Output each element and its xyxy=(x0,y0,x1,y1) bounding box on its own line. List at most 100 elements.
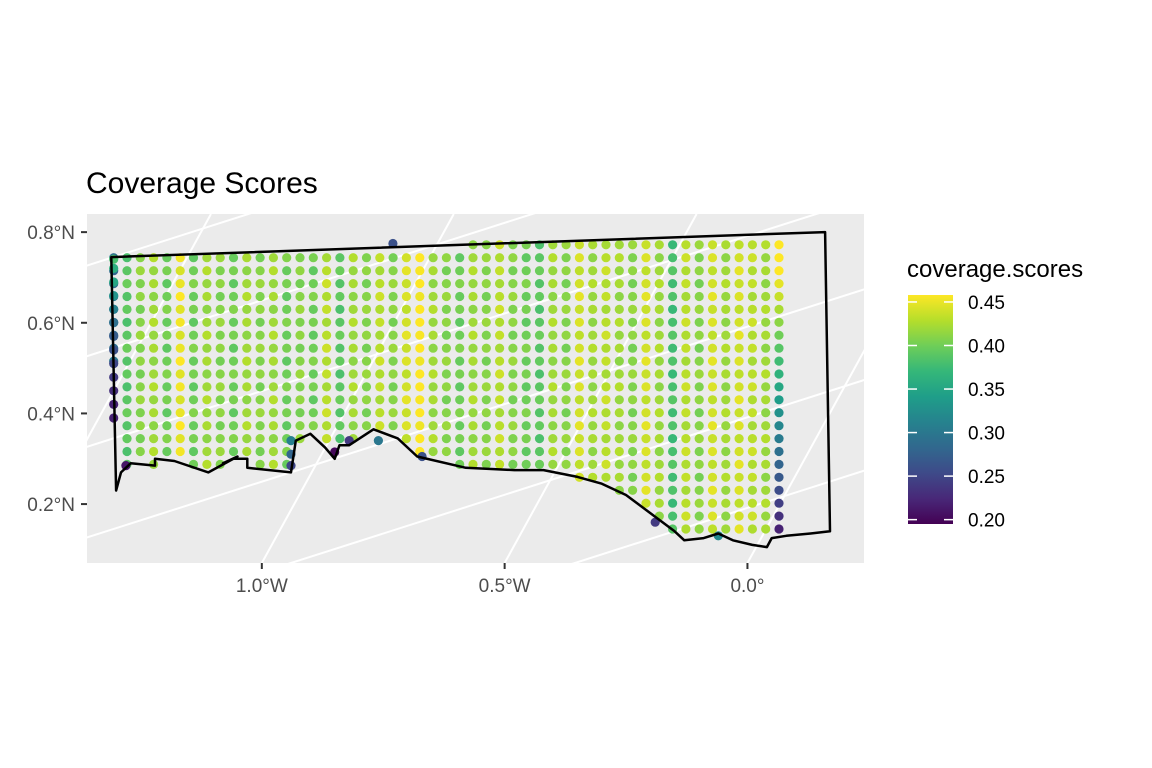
coverage-point xyxy=(415,395,425,405)
coverage-point xyxy=(668,266,678,276)
coverage-point xyxy=(668,253,678,263)
coverage-point xyxy=(561,266,571,276)
coverage-point xyxy=(348,279,358,289)
coverage-point xyxy=(202,434,212,444)
coverage-point xyxy=(707,459,718,469)
coverage-point xyxy=(534,291,545,302)
coverage-point xyxy=(215,382,225,392)
coverage-point xyxy=(415,382,425,392)
coverage-point xyxy=(761,498,771,508)
coverage-point xyxy=(681,330,691,340)
coverage-point xyxy=(441,266,451,276)
coverage-point xyxy=(641,382,651,392)
coverage-point xyxy=(548,279,558,289)
coverage-point xyxy=(628,408,638,418)
coverage-point xyxy=(428,279,438,289)
coverage-point xyxy=(495,446,505,457)
coverage-point xyxy=(335,266,345,276)
coverage-point xyxy=(707,291,718,302)
coverage-point xyxy=(388,279,398,289)
coverage-point xyxy=(481,459,491,469)
coverage-point xyxy=(761,304,771,314)
coverage-point xyxy=(747,304,758,314)
coverage-point xyxy=(468,446,478,457)
coverage-point xyxy=(707,485,718,495)
coverage-point xyxy=(109,304,119,314)
coverage-point xyxy=(628,421,638,431)
legend-break-label: 0.25 xyxy=(968,467,1005,488)
coverage-point xyxy=(415,330,425,340)
coverage-point xyxy=(268,446,278,457)
coverage-point xyxy=(109,277,119,287)
coverage-point xyxy=(668,395,678,405)
coverage-point xyxy=(401,421,411,431)
coverage-point xyxy=(747,279,758,289)
coverage-point xyxy=(228,382,239,392)
coverage-point xyxy=(361,369,372,379)
coverage-point xyxy=(322,356,332,366)
coverage-point xyxy=(668,472,678,482)
coverage-point xyxy=(628,279,638,289)
coverage-point xyxy=(574,266,585,276)
coverage-point xyxy=(361,408,372,418)
coverage-point xyxy=(428,291,438,302)
coverage-point xyxy=(521,343,531,353)
coverage-point xyxy=(601,279,611,289)
coverage-point xyxy=(747,459,758,469)
coverage-point xyxy=(388,304,398,314)
coverage-point xyxy=(242,266,252,276)
coverage-point xyxy=(668,421,678,431)
coverage-point xyxy=(361,304,372,314)
coverage-point xyxy=(242,421,252,431)
coverage-point xyxy=(149,330,159,340)
coverage-point xyxy=(215,266,225,276)
coverage-point xyxy=(149,421,159,431)
coverage-point xyxy=(295,395,305,405)
coverage-point xyxy=(335,279,345,289)
coverage-point xyxy=(534,356,545,366)
coverage-point xyxy=(774,291,784,302)
coverage-point xyxy=(401,291,411,302)
coverage-point xyxy=(707,330,718,340)
coverage-point xyxy=(481,382,491,392)
coverage-point xyxy=(508,446,518,457)
coverage-point xyxy=(388,343,398,353)
coverage-point xyxy=(135,304,145,314)
coverage-point xyxy=(375,266,385,276)
coverage-point xyxy=(308,395,318,405)
coverage-point xyxy=(295,266,305,276)
coverage-point xyxy=(734,253,744,263)
coverage-point xyxy=(455,253,465,263)
coverage-point xyxy=(694,434,704,444)
coverage-point xyxy=(707,343,718,353)
legend-break-label: 0.30 xyxy=(968,424,1005,445)
coverage-point xyxy=(295,369,305,379)
coverage-point xyxy=(335,382,345,392)
coverage-point xyxy=(361,330,372,340)
coverage-point xyxy=(707,421,718,431)
coverage-point xyxy=(654,369,664,379)
coverage-point xyxy=(188,291,199,302)
coverage-point xyxy=(415,356,425,366)
coverage-point xyxy=(388,408,398,418)
coverage-point xyxy=(694,395,704,405)
coverage-point xyxy=(628,434,638,444)
coverage-point xyxy=(694,240,704,250)
coverage-point xyxy=(707,524,718,534)
coverage-point xyxy=(255,304,265,314)
coverage-point xyxy=(601,304,611,314)
coverage-point xyxy=(681,446,691,457)
coverage-point xyxy=(481,343,491,353)
coverage-point xyxy=(348,382,358,392)
coverage-point xyxy=(721,421,731,431)
coverage-point xyxy=(242,343,252,353)
coverage-point xyxy=(282,304,292,314)
coverage-point xyxy=(468,279,478,289)
coverage-point xyxy=(654,266,664,276)
coverage-point xyxy=(495,382,505,392)
coverage-point xyxy=(202,266,212,276)
coverage-point xyxy=(441,434,451,444)
coverage-point xyxy=(761,382,771,392)
coverage-point xyxy=(721,434,731,444)
